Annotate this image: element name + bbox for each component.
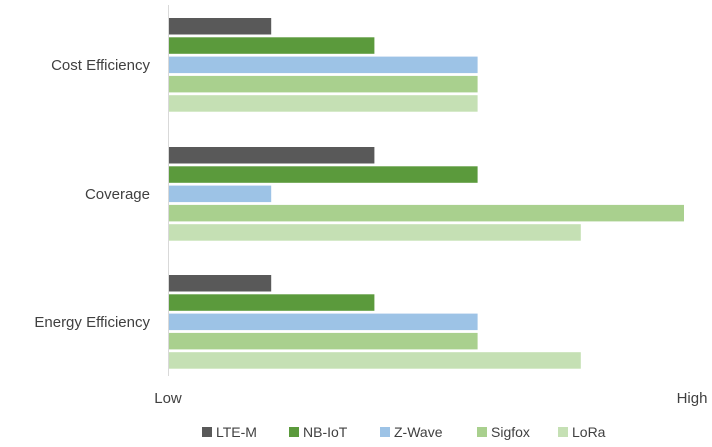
bar bbox=[169, 352, 581, 369]
bar bbox=[169, 95, 478, 112]
legend-item: LoRa bbox=[558, 424, 606, 440]
legend-swatch bbox=[289, 427, 299, 437]
bar bbox=[169, 37, 375, 54]
bar bbox=[169, 147, 375, 164]
legend-label: LoRa bbox=[572, 424, 606, 440]
bar bbox=[169, 75, 478, 93]
bar bbox=[169, 332, 478, 350]
bar bbox=[169, 56, 478, 74]
category-labels: Cost Efficiency Coverage Energy Efficiency bbox=[34, 57, 150, 331]
legend-swatch bbox=[477, 427, 487, 437]
legend: LTE-M NB-IoT Z-Wave Sigfox LoRa bbox=[202, 424, 606, 440]
legend-swatch bbox=[380, 427, 390, 437]
legend-item: LTE-M bbox=[202, 424, 257, 440]
bar bbox=[169, 294, 375, 311]
legend-label: Sigfox bbox=[491, 424, 530, 440]
bar bbox=[169, 185, 272, 203]
category-label: Cost Efficiency bbox=[51, 57, 150, 74]
legend-label: NB-IoT bbox=[303, 424, 348, 440]
category-label: Energy Efficiency bbox=[34, 314, 150, 331]
x-tick-high: High bbox=[677, 390, 708, 407]
legend-item: Z-Wave bbox=[380, 424, 443, 440]
legend-item: Sigfox bbox=[477, 424, 530, 440]
bar bbox=[169, 166, 478, 183]
legend-swatch bbox=[558, 427, 568, 437]
bars-group bbox=[169, 18, 684, 369]
bar bbox=[169, 224, 581, 241]
x-tick-low: Low bbox=[154, 390, 182, 407]
legend-swatch bbox=[202, 427, 212, 437]
bar bbox=[169, 204, 684, 222]
legend-label: LTE-M bbox=[216, 424, 257, 440]
legend-label: Z-Wave bbox=[394, 424, 443, 440]
category-label: Coverage bbox=[85, 186, 150, 203]
legend-item: NB-IoT bbox=[289, 424, 348, 440]
bar bbox=[169, 313, 478, 331]
bar bbox=[169, 18, 272, 35]
bar bbox=[169, 275, 272, 292]
